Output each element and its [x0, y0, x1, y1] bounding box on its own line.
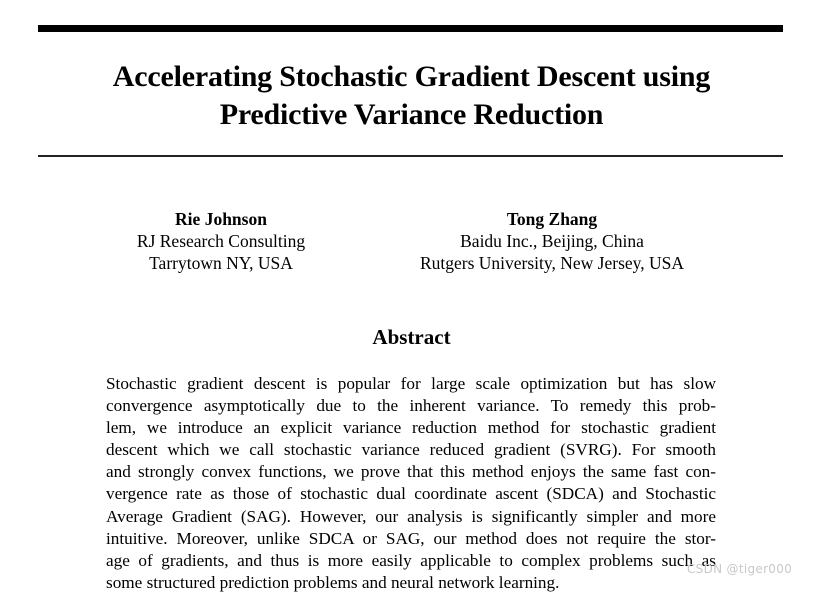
abstract-line: and strongly convex functions, we prove … — [106, 462, 716, 482]
abstract-line: convergence asymptotically due to the in… — [106, 396, 716, 416]
abstract-line: Stochastic gradient descent is popular f… — [106, 374, 716, 393]
abstract-line: descent which we call stochastic varianc… — [106, 440, 716, 460]
paper-title: Accelerating Stochastic Gradient Descent… — [0, 58, 813, 134]
top-rule — [38, 25, 783, 32]
title-bottom-rule — [38, 155, 783, 157]
abstract-line: Average Gradient (SAG). However, our ana… — [106, 506, 716, 526]
author-affiliation: Rutgers University, New Jersey, USA — [419, 253, 685, 273]
author-name: Rie Johnson — [175, 209, 267, 229]
abstract-line: lem, we introduce an explicit variance r… — [106, 418, 716, 438]
author-block-1: Rie Johnson RJ Research Consulting Tarry… — [110, 208, 332, 274]
abstract-line: intuitive. Moreover, unlike SDCA or SAG,… — [106, 528, 716, 548]
abstract-line: age of gradients, and thus is more easil… — [106, 550, 716, 570]
watermark: CSDN @tiger000 — [687, 562, 793, 576]
title-line-2: Predictive Variance Reduction — [219, 98, 604, 131]
abstract-line: vergence rate as those of stochastic dua… — [106, 484, 716, 504]
author-name: Tong Zhang — [506, 209, 598, 229]
abstract-heading: Abstract — [372, 325, 451, 349]
author-location: Tarrytown NY, USA — [149, 253, 293, 273]
author-affiliation: RJ Research Consulting — [136, 231, 306, 251]
abstract-body: Stochastic gradient descent is popular f… — [106, 373, 716, 594]
author-affiliation: Baidu Inc., Beijing, China — [460, 231, 644, 251]
abstract-line: some structured prediction problems and … — [106, 572, 560, 592]
title-line-1: Accelerating Stochastic Gradient Descent… — [112, 60, 711, 93]
author-block-2: Tong Zhang Baidu Inc., Beijing, China Ru… — [400, 208, 704, 274]
